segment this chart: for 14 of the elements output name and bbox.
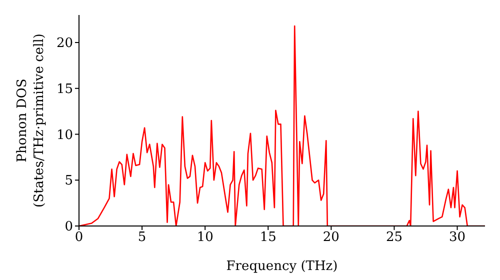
- x-tick-label: 5: [138, 230, 146, 246]
- x-tick-label: 0: [74, 230, 84, 246]
- y-axis-title: Phonon DOS (States/THz·primitive cell): [15, 33, 47, 208]
- y-tick-label: 10: [56, 128, 73, 143]
- y-tick-label: 15: [56, 82, 73, 98]
- y-tick-label: 20: [56, 36, 73, 52]
- x-tick-label: 15: [260, 230, 276, 246]
- x-tick-label: 25: [386, 230, 402, 246]
- x-tick-label: 10: [196, 230, 214, 246]
- x-tick-label: 30: [448, 230, 466, 246]
- x-axis-title: Frequency (THz): [226, 259, 338, 274]
- y-tick-label: 0: [64, 220, 73, 235]
- x-tick-label: 20: [322, 230, 340, 246]
- y-tick-label: 5: [64, 174, 73, 189]
